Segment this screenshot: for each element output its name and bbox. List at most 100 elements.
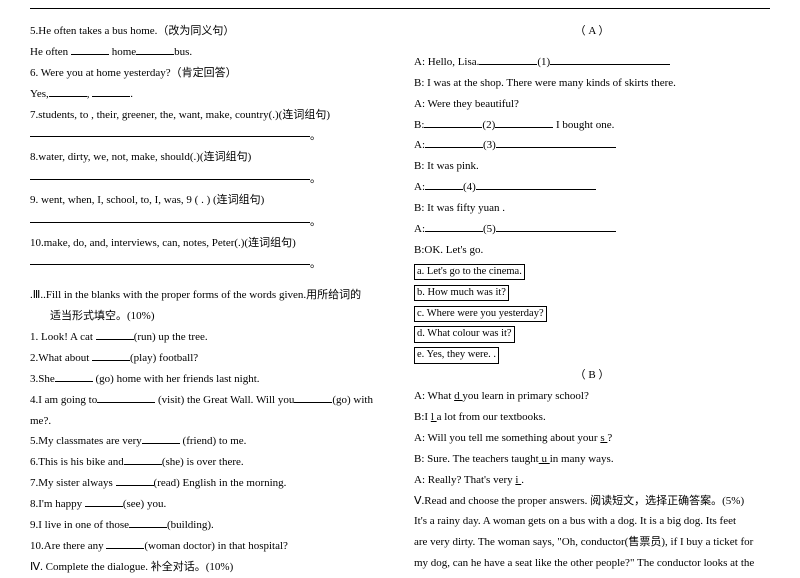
r10: B:OK. Let's go.: [414, 240, 770, 261]
blank: [106, 539, 144, 549]
b2b: a lot from our textbooks.: [437, 411, 546, 423]
blank: [496, 222, 616, 232]
r4: B:(2) I bought one.: [414, 115, 770, 136]
option-b: b. How much was it?: [414, 282, 770, 303]
r6-text: B: It was pink.: [414, 160, 479, 172]
f8b: (see) you.: [123, 498, 166, 510]
q6-text: 6. Were you at home yesterday?（肯定回答）: [30, 67, 237, 79]
b1a: A: What: [414, 390, 454, 402]
stop: 。: [310, 130, 321, 142]
heading-A: （ A ）: [414, 21, 770, 42]
hA-text: （ A ）: [575, 25, 610, 37]
f5b: (friend) to me.: [180, 435, 247, 447]
sV-text: Ⅴ.Read and choose the proper answers. 阅读…: [414, 495, 744, 507]
option-d: d. What colour was it?: [414, 323, 770, 344]
sIII-text: .Ⅲ..Fill in the blanks with the proper f…: [30, 289, 361, 301]
two-column-layout: 5.He often takes a bus home.（改为同义句） He o…: [30, 21, 770, 578]
f2a: 2.What about: [30, 352, 92, 364]
p3: my dog, can he have a seat like the othe…: [414, 553, 770, 574]
r10-text: B:OK. Let's go.: [414, 244, 483, 256]
r4b: (2): [482, 119, 495, 131]
r8-text: B: It was fifty yuan .: [414, 202, 505, 214]
f6a: 6.This is his bike and: [30, 456, 124, 468]
opa-text: a. Let's go to the cinema.: [414, 264, 525, 281]
blank: [124, 455, 162, 465]
top-rule: [30, 8, 770, 9]
b2: B:I l a lot from our textbooks.: [414, 407, 770, 428]
r3-text: A: Were they beautiful?: [414, 98, 519, 110]
r5: A:(3): [414, 135, 770, 156]
q6: 6. Were you at home yesterday?（肯定回答）: [30, 63, 386, 84]
opb-text: b. How much was it?: [414, 285, 509, 302]
option-a: a. Let's go to the cinema.: [414, 261, 770, 282]
blank: [55, 372, 93, 382]
q10-text: 10.make, do, and, interviews, can, notes…: [30, 237, 296, 249]
heading-B: （ B ）: [414, 365, 770, 386]
p2-text: are very dirty. The woman says, "Oh, con…: [414, 536, 753, 548]
stop: 。: [310, 216, 321, 228]
r2-text: B: I was at the shop. There were many ki…: [414, 77, 676, 89]
f3b: (go) home with her friends last night.: [93, 373, 260, 385]
q7-text: 7.students, to , their, greener, the, wa…: [30, 109, 330, 121]
stop: 。: [310, 173, 321, 185]
q6b-pre: Yes,: [30, 88, 49, 100]
q5-text: 5.He often takes a bus home.（改为同义句）: [30, 25, 234, 37]
r9a: A:: [414, 223, 425, 235]
blank: [496, 139, 616, 149]
q9: 9. went, when, I, school, to, I, was, 9 …: [30, 190, 386, 211]
blank: [479, 55, 537, 65]
b3b: ?: [607, 432, 612, 444]
r1b: (1): [537, 56, 550, 68]
period: .: [130, 88, 133, 100]
f7b: (read) English in the morning.: [154, 477, 287, 489]
ope-text: e. Yes, they were. .: [414, 347, 499, 364]
q7-blank: 。: [30, 125, 386, 147]
f4d: me?.: [30, 411, 386, 432]
f5a: 5.My classmates are very: [30, 435, 142, 447]
q10: 10.make, do, and, interviews, can, notes…: [30, 233, 386, 254]
q7: 7.students, to , their, greener, the, wa…: [30, 105, 386, 126]
b3: A: Will you tell me something about your…: [414, 428, 770, 449]
blank: [425, 139, 483, 149]
blank: [96, 330, 134, 340]
f3a: 3.She: [30, 373, 55, 385]
blank: [129, 518, 167, 528]
r1a: A: Hello, Lisa.: [414, 56, 479, 68]
blank: [142, 435, 180, 445]
q6b: Yes,, .: [30, 84, 386, 105]
r7a: A:: [414, 181, 425, 193]
b3a: A: Will you tell me something about your: [414, 432, 600, 444]
r7: A:(4): [414, 177, 770, 198]
b4u: u: [539, 453, 550, 465]
f9: 9.I live in one of those(building).: [30, 515, 386, 536]
q8-blank: 。: [30, 168, 386, 190]
blank: [49, 87, 87, 97]
q8: 8.water, dirty, we, not, make, should(.)…: [30, 147, 386, 168]
spacer: [414, 42, 770, 52]
blank: [550, 55, 670, 65]
p3-text: my dog, can he have a seat like the othe…: [414, 557, 754, 569]
blank: [92, 87, 130, 97]
blank: [425, 222, 483, 232]
f1b: (run) up the tree.: [134, 331, 208, 343]
q5: 5.He often takes a bus home.（改为同义句）: [30, 21, 386, 42]
b5a: A: Really? That's very: [414, 474, 515, 486]
hB-text: （ B ）: [575, 369, 610, 381]
r6: B: It was pink.: [414, 156, 770, 177]
f6: 6.This is his bike and (she) is over ther…: [30, 452, 386, 473]
section-IIIb: 适当形式填空。(10%): [30, 306, 386, 327]
f10: 10.Are there any (woman doctor) in that …: [30, 536, 386, 557]
p1-text: It's a rainy day. A woman gets on a bus …: [414, 515, 736, 527]
r2: B: I was at the shop. There were many ki…: [414, 73, 770, 94]
b4a: B: Sure. The teachers taught: [414, 453, 539, 465]
p2: are very dirty. The woman says, "Oh, con…: [414, 532, 770, 553]
q9-text: 9. went, when, I, school, to, I, was, 9 …: [30, 194, 264, 206]
r9: A:(5): [414, 219, 770, 240]
b4b: in many ways.: [550, 453, 614, 465]
b1b: you learn in primary school?: [462, 390, 588, 402]
q5b-pre: He often: [30, 46, 71, 58]
f2: 2.What about (play) football?: [30, 348, 386, 369]
r5b: (3): [483, 139, 496, 151]
f6b: (she) is over there.: [162, 456, 244, 468]
blank: [495, 118, 553, 128]
